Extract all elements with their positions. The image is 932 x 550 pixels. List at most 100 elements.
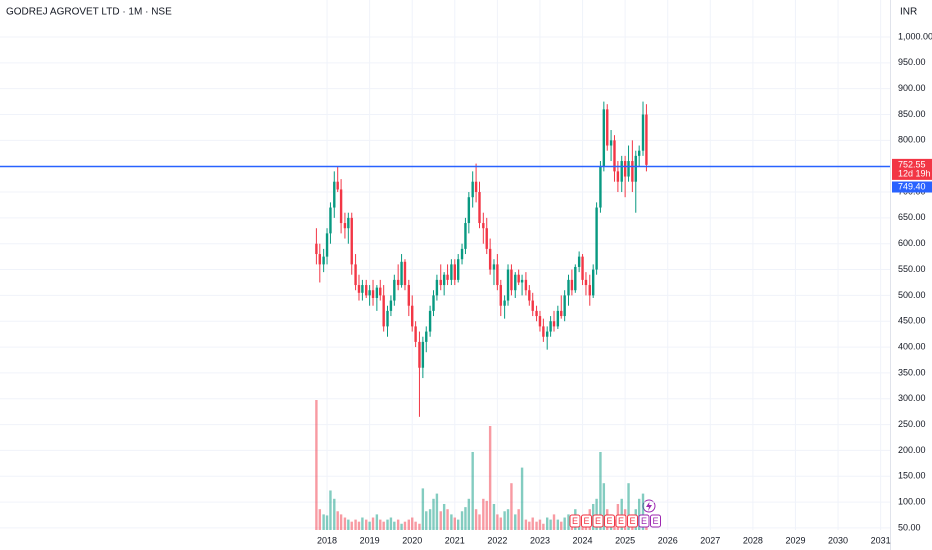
line-price-tag	[892, 181, 932, 193]
candle-body	[627, 161, 630, 177]
volume-bar	[520, 467, 524, 530]
y-tick-label: 200.00	[898, 445, 926, 455]
volume-bar	[478, 514, 481, 530]
candle-body	[322, 256, 325, 265]
alert-icon	[642, 499, 656, 513]
volume-bar	[510, 483, 513, 530]
volume-bar	[375, 514, 379, 530]
volume-bar	[492, 504, 496, 530]
volume-bar	[361, 517, 364, 530]
volume-bar	[343, 517, 347, 530]
volume-bar	[457, 519, 460, 530]
candle-body	[616, 171, 620, 182]
candle-body	[581, 256, 584, 280]
candle-body	[460, 248, 464, 260]
x-tick-label: 2029	[785, 535, 805, 545]
currency: INR	[900, 7, 917, 18]
volume-bar	[567, 514, 570, 530]
volume-bar	[333, 498, 336, 530]
y-tick-label: 650.00	[898, 212, 926, 222]
candle-body	[609, 140, 613, 146]
x-tick-label: 2021	[445, 535, 465, 545]
volume-bar	[396, 519, 400, 530]
volume-bar	[407, 519, 411, 530]
volume-bar	[446, 509, 449, 530]
volume-bar	[403, 521, 407, 530]
volume-bar	[411, 517, 414, 530]
volume-bar	[347, 519, 350, 530]
candle-body	[560, 310, 563, 317]
candle-body	[418, 341, 421, 368]
candle-body	[325, 233, 329, 257]
candle-body	[645, 114, 648, 165]
event-label: E	[618, 516, 624, 526]
volume-bar	[365, 519, 368, 530]
volume-bar	[546, 517, 549, 530]
candle-body	[503, 300, 506, 306]
candle-body	[435, 279, 439, 296]
volume-bar	[464, 507, 467, 530]
candle-body	[606, 109, 609, 146]
candle-body	[474, 181, 478, 193]
candle-body	[567, 279, 570, 296]
volume-bar	[357, 521, 361, 530]
candle-body	[631, 161, 634, 182]
candle-body	[641, 114, 645, 151]
candle-body	[620, 161, 623, 182]
event-label: E	[583, 516, 589, 526]
x-tick-label: 2022	[487, 535, 507, 545]
x-tick-label: 2019	[360, 535, 380, 545]
candle-body	[570, 279, 574, 291]
candle-body	[520, 279, 524, 283]
y-tick-label: 300.00	[898, 393, 926, 403]
x-tick-label: 2025	[615, 535, 635, 545]
candle-body	[329, 207, 332, 234]
candle-body	[361, 285, 364, 293]
y-tick-label: 50.00	[898, 522, 921, 532]
candle-body	[524, 279, 528, 291]
y-tick-label: 550.00	[898, 264, 926, 274]
candle-body	[599, 166, 602, 208]
candle-body	[371, 290, 375, 298]
y-tick-label: 900.00	[898, 83, 926, 93]
candle-body	[365, 285, 368, 296]
candle-body	[488, 248, 492, 270]
candle-body	[528, 290, 531, 301]
chart-title: GODREJ AGROVET LTD · 1M · NSE	[6, 7, 172, 18]
candle-body	[574, 266, 577, 291]
candle-body	[499, 285, 502, 306]
volume-bar	[599, 452, 602, 530]
candle-body	[453, 264, 456, 280]
x-tick-label: 2023	[530, 535, 550, 545]
last-price-tag	[892, 158, 932, 180]
event-label: E	[652, 516, 658, 526]
candle-body	[546, 331, 549, 337]
volume-bar	[488, 426, 492, 530]
volume-bar	[315, 400, 318, 530]
candle-body	[542, 326, 545, 337]
candle-body	[591, 269, 595, 296]
y-tick-label: 950.00	[898, 57, 926, 67]
event-marker	[604, 514, 615, 528]
candle-body	[357, 285, 361, 293]
candle-body	[549, 321, 552, 332]
candle-body	[442, 274, 446, 286]
y-tick-label: 500.00	[898, 290, 926, 300]
line-price-label: 749.40	[898, 181, 926, 191]
volume-bar	[460, 511, 464, 530]
candle-body	[577, 256, 581, 267]
volume-bar	[506, 509, 510, 530]
volume-bar	[379, 519, 382, 530]
y-tick-label: 100.00	[898, 496, 926, 506]
candle-body	[506, 269, 510, 301]
volume-bar	[368, 521, 371, 530]
candle-body	[485, 228, 488, 249]
y-tick-label: 250.00	[898, 419, 926, 429]
x-tick-label: 2026	[658, 535, 678, 545]
candle-body	[375, 287, 379, 298]
volume-bar	[425, 511, 428, 530]
last-price-label: 752.55	[898, 159, 926, 169]
volume-bar	[517, 509, 520, 530]
candle-body	[478, 192, 481, 224]
